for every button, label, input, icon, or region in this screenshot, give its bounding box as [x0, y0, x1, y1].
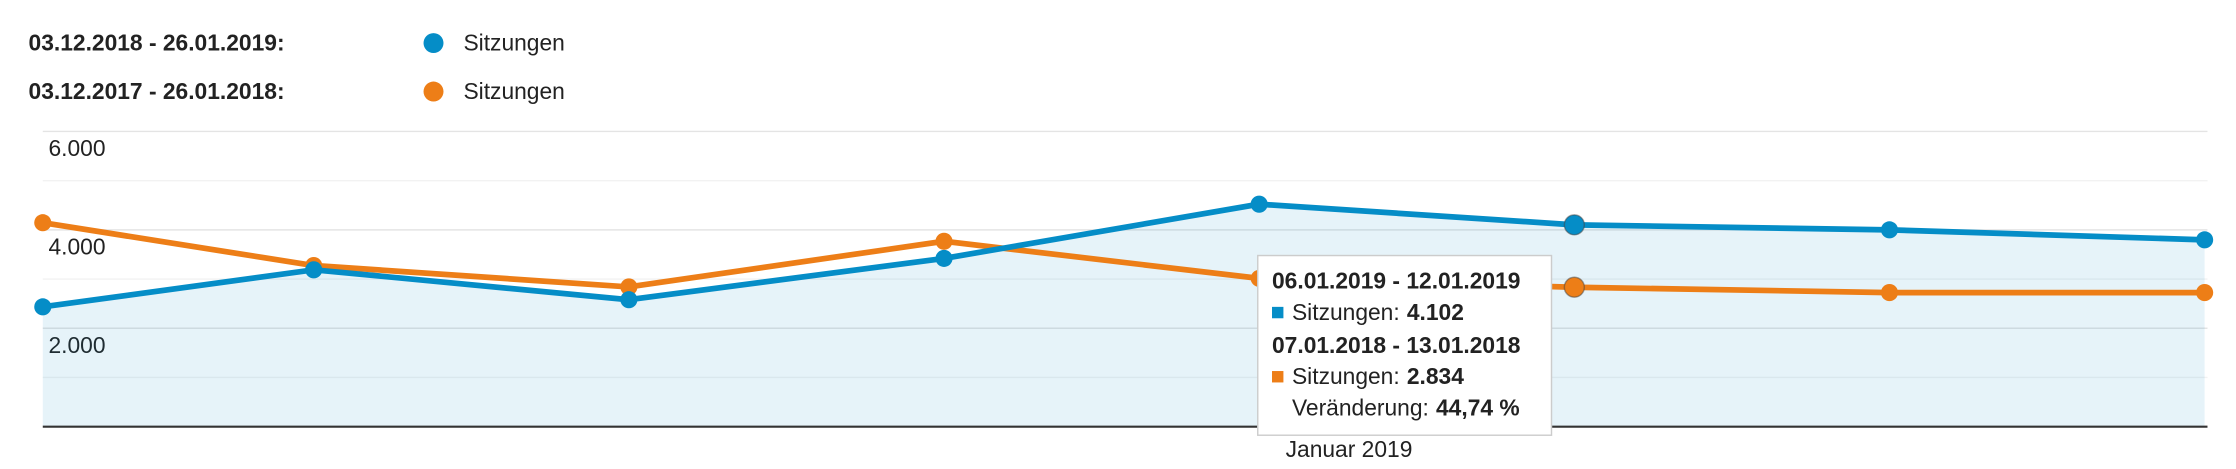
tooltip-range: 06.01.2019 - 12.01.2019	[1272, 268, 1520, 294]
point	[34, 214, 52, 232]
tooltip: 06.01.2019 - 12.01.2019 Sitzungen: 4.102 07…	[1257, 254, 1553, 436]
point	[935, 249, 953, 267]
legend-dot	[423, 33, 444, 54]
legend-period: 03.12.2017 - 26.01.2018:	[29, 78, 285, 104]
y-tick-label: 4.000	[48, 233, 105, 259]
tooltip-row: Veränderung: 44,74 %	[1292, 395, 1520, 421]
line	[42, 201, 2205, 310]
point	[2196, 284, 2214, 302]
point	[620, 291, 638, 309]
point	[1250, 195, 1268, 213]
legend-period: 03.12.2018 - 26.01.2019:	[29, 30, 285, 56]
tooltip-row: Sitzungen: 2.834	[1292, 363, 1464, 389]
tooltip-label: Veränderung:	[1292, 395, 1429, 421]
point	[935, 232, 953, 250]
y-tick-label: 2.000	[48, 332, 105, 358]
tooltip-value: 44,74 %	[1436, 395, 1520, 421]
point	[34, 298, 52, 316]
legend-label[interactable]: Sitzungen	[463, 30, 564, 56]
tooltip-swatch	[1272, 371, 1284, 383]
point	[2196, 231, 2214, 249]
tooltip-box	[1257, 254, 1553, 436]
line	[42, 219, 2205, 296]
point	[1880, 221, 1899, 239]
tooltip-swatch	[1272, 306, 1284, 319]
tooltip-value: 2.834	[1407, 363, 1464, 389]
tooltip-label: Sitzungen:	[1292, 299, 1400, 325]
point	[620, 278, 638, 296]
point	[1563, 276, 1586, 298]
tooltip-label: Sitzungen:	[1292, 363, 1400, 389]
tooltip-row: Sitzungen: 4.102	[1292, 299, 1464, 325]
legend-dot	[423, 81, 444, 102]
tooltip-value: 4.102	[1407, 299, 1464, 325]
point	[305, 261, 323, 279]
area	[42, 204, 2205, 427]
x-axis-label: Januar 2019	[1286, 436, 1413, 462]
y-tick-label: 6.000	[48, 135, 105, 161]
point	[1880, 284, 1899, 302]
point	[1563, 214, 1586, 236]
tooltip-range: 07.01.2018 - 13.01.2018	[1272, 332, 1520, 358]
legend-label[interactable]: Sitzungen	[463, 78, 564, 104]
